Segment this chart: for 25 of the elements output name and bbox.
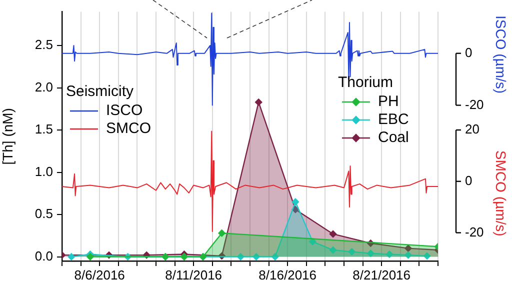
y-tick-label: 2.0 xyxy=(34,79,53,94)
y3-tick-label: -20 xyxy=(465,224,484,240)
y2-axis-title: ISCO (µm/s) xyxy=(493,15,510,94)
legend-title: Thorium xyxy=(338,74,394,92)
legend-label: ISCO xyxy=(106,102,143,120)
y2-tick-label: -20 xyxy=(465,96,484,112)
y-tick-label: 1.0 xyxy=(34,164,53,179)
legend-label: PH xyxy=(378,93,399,110)
y-tick-label: 2.5 xyxy=(34,37,53,52)
y-tick-label: 0.5 xyxy=(34,206,53,222)
y3-tick-label: 0 xyxy=(465,172,472,188)
x-tick-label: 8/21/2016 xyxy=(352,267,411,282)
y3-tick-label: 20 xyxy=(465,122,480,137)
annotation: Seismicity xyxy=(66,83,134,100)
x-tick-label: 8/6/2016 xyxy=(74,267,125,282)
y3-axis-title: SMCO (µm/s) xyxy=(493,150,510,236)
x-tick-label: 8/16/2016 xyxy=(258,267,317,282)
legend-label: Coal xyxy=(378,129,409,146)
x-tick-label: 8/11/2016 xyxy=(165,267,222,282)
y2-tick-label: 0 xyxy=(465,44,472,60)
y-tick-label: 0.0 xyxy=(34,248,53,264)
legend-label: SMCO xyxy=(106,120,151,138)
legend-label: EBC xyxy=(378,111,410,128)
y-tick-label: 1.5 xyxy=(34,122,53,137)
y-axis-title: [Th] (nM) xyxy=(0,108,16,165)
